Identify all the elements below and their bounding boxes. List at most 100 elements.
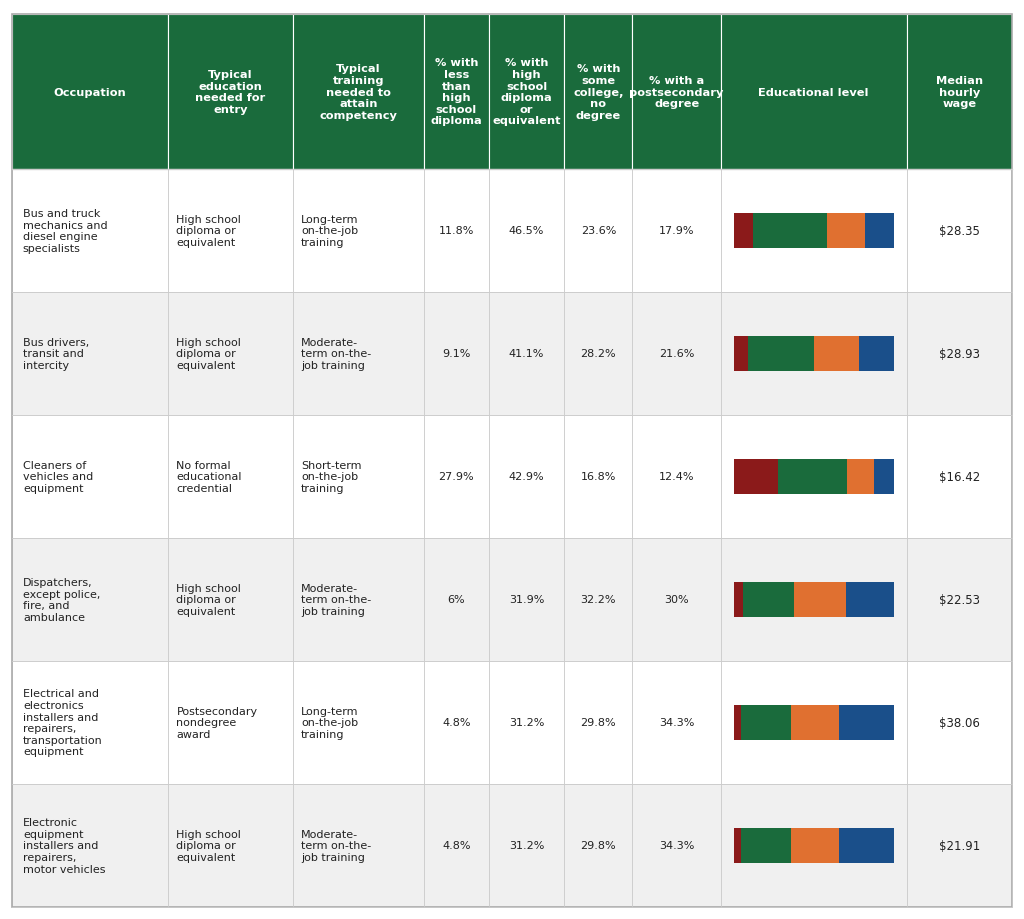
Bar bbox=[168, 539, 293, 662]
Bar bbox=[847, 460, 873, 494]
Bar bbox=[488, 292, 564, 415]
Bar bbox=[743, 583, 795, 617]
Bar bbox=[424, 292, 488, 415]
Text: $38.06: $38.06 bbox=[939, 716, 980, 729]
Bar bbox=[734, 828, 741, 863]
Bar bbox=[168, 415, 293, 539]
Bar bbox=[488, 415, 564, 539]
Text: Cleaners of
vehicles and
equipment: Cleaners of vehicles and equipment bbox=[23, 460, 93, 494]
Text: 9.1%: 9.1% bbox=[442, 349, 470, 359]
Bar bbox=[859, 337, 894, 371]
Bar bbox=[721, 15, 906, 170]
Bar bbox=[424, 170, 488, 292]
Bar bbox=[906, 170, 1012, 292]
Text: % with
high
school
diploma
or
equivalent: % with high school diploma or equivalent bbox=[493, 59, 561, 126]
Bar bbox=[839, 706, 894, 740]
Text: High school
diploma or
equivalent: High school diploma or equivalent bbox=[176, 215, 242, 248]
Bar bbox=[564, 292, 633, 415]
Text: Typical
education
needed for
entry: Typical education needed for entry bbox=[196, 70, 265, 115]
Text: % with
less
than
high
school
diploma: % with less than high school diploma bbox=[430, 59, 482, 126]
Text: Typical
training
needed to
attain
competency: Typical training needed to attain compet… bbox=[319, 64, 397, 120]
Bar bbox=[906, 784, 1012, 907]
Text: 29.8%: 29.8% bbox=[581, 718, 616, 728]
Bar bbox=[293, 539, 424, 662]
Bar bbox=[814, 337, 859, 371]
Text: Bus drivers,
transit and
intercity: Bus drivers, transit and intercity bbox=[23, 337, 89, 370]
Text: Bus and truck
mechanics and
diesel engine
specialists: Bus and truck mechanics and diesel engin… bbox=[23, 209, 108, 254]
Bar bbox=[564, 784, 633, 907]
Bar bbox=[721, 415, 906, 539]
Text: 23.6%: 23.6% bbox=[581, 226, 616, 236]
Bar bbox=[12, 662, 168, 784]
Text: Postsecondary
nondegree
award: Postsecondary nondegree award bbox=[176, 706, 257, 739]
Bar bbox=[12, 784, 168, 907]
Text: 11.8%: 11.8% bbox=[438, 226, 474, 236]
Text: Moderate-
term on-the-
job training: Moderate- term on-the- job training bbox=[301, 829, 372, 862]
Text: 34.3%: 34.3% bbox=[659, 841, 694, 851]
Bar bbox=[424, 662, 488, 784]
Text: 4.8%: 4.8% bbox=[442, 718, 470, 728]
Bar bbox=[488, 170, 564, 292]
Bar bbox=[741, 828, 792, 863]
Bar bbox=[564, 539, 633, 662]
Text: Electrical and
electronics
installers and
repairers,
transportation
equipment: Electrical and electronics installers an… bbox=[23, 688, 102, 756]
Text: 6%: 6% bbox=[447, 595, 465, 605]
Text: 27.9%: 27.9% bbox=[438, 472, 474, 482]
Bar bbox=[293, 15, 424, 170]
Text: 4.8%: 4.8% bbox=[442, 841, 470, 851]
Bar bbox=[906, 539, 1012, 662]
Text: 31.9%: 31.9% bbox=[509, 595, 544, 605]
Text: $21.91: $21.91 bbox=[939, 839, 980, 852]
Text: 12.4%: 12.4% bbox=[658, 472, 694, 482]
Bar bbox=[488, 662, 564, 784]
Bar bbox=[721, 662, 906, 784]
Bar bbox=[792, 828, 839, 863]
Bar bbox=[424, 415, 488, 539]
Text: 17.9%: 17.9% bbox=[658, 226, 694, 236]
Bar bbox=[721, 292, 906, 415]
Text: Long-term
on-the-job
training: Long-term on-the-job training bbox=[301, 706, 358, 739]
Bar bbox=[827, 214, 865, 248]
Bar bbox=[795, 583, 846, 617]
Text: High school
diploma or
equivalent: High school diploma or equivalent bbox=[176, 584, 242, 617]
Bar bbox=[741, 706, 792, 740]
Bar bbox=[749, 337, 814, 371]
Text: % with a
postsecondary
degree: % with a postsecondary degree bbox=[630, 75, 724, 109]
Bar bbox=[12, 539, 168, 662]
Bar bbox=[734, 460, 778, 494]
Text: 32.2%: 32.2% bbox=[581, 595, 616, 605]
Text: 28.2%: 28.2% bbox=[581, 349, 616, 359]
Text: 16.8%: 16.8% bbox=[581, 472, 616, 482]
Bar bbox=[721, 170, 906, 292]
Bar bbox=[424, 539, 488, 662]
Bar bbox=[633, 170, 721, 292]
Text: 31.2%: 31.2% bbox=[509, 718, 544, 728]
Bar bbox=[734, 214, 753, 248]
Bar bbox=[564, 415, 633, 539]
Bar bbox=[168, 15, 293, 170]
Bar bbox=[12, 170, 168, 292]
Text: Educational level: Educational level bbox=[759, 87, 869, 97]
Bar bbox=[564, 15, 633, 170]
Bar bbox=[488, 539, 564, 662]
Bar bbox=[792, 706, 839, 740]
Bar bbox=[721, 784, 906, 907]
Bar bbox=[753, 214, 827, 248]
Text: Short-term
on-the-job
training: Short-term on-the-job training bbox=[301, 460, 361, 494]
Text: 34.3%: 34.3% bbox=[659, 718, 694, 728]
Bar bbox=[168, 170, 293, 292]
Bar bbox=[846, 583, 894, 617]
Bar bbox=[12, 292, 168, 415]
Text: Electronic
equipment
installers and
repairers,
motor vehicles: Electronic equipment installers and repa… bbox=[23, 817, 105, 874]
Text: 46.5%: 46.5% bbox=[509, 226, 544, 236]
Text: Dispatchers,
except police,
fire, and
ambulance: Dispatchers, except police, fire, and am… bbox=[23, 577, 100, 622]
Text: High school
diploma or
equivalent: High school diploma or equivalent bbox=[176, 337, 242, 370]
Text: 31.2%: 31.2% bbox=[509, 841, 544, 851]
Text: % with
some
college,
no
degree: % with some college, no degree bbox=[573, 64, 624, 120]
Text: Long-term
on-the-job
training: Long-term on-the-job training bbox=[301, 215, 358, 248]
Text: $28.35: $28.35 bbox=[939, 225, 980, 238]
Bar bbox=[12, 415, 168, 539]
Bar bbox=[721, 539, 906, 662]
Bar bbox=[906, 415, 1012, 539]
Text: 42.9%: 42.9% bbox=[509, 472, 545, 482]
